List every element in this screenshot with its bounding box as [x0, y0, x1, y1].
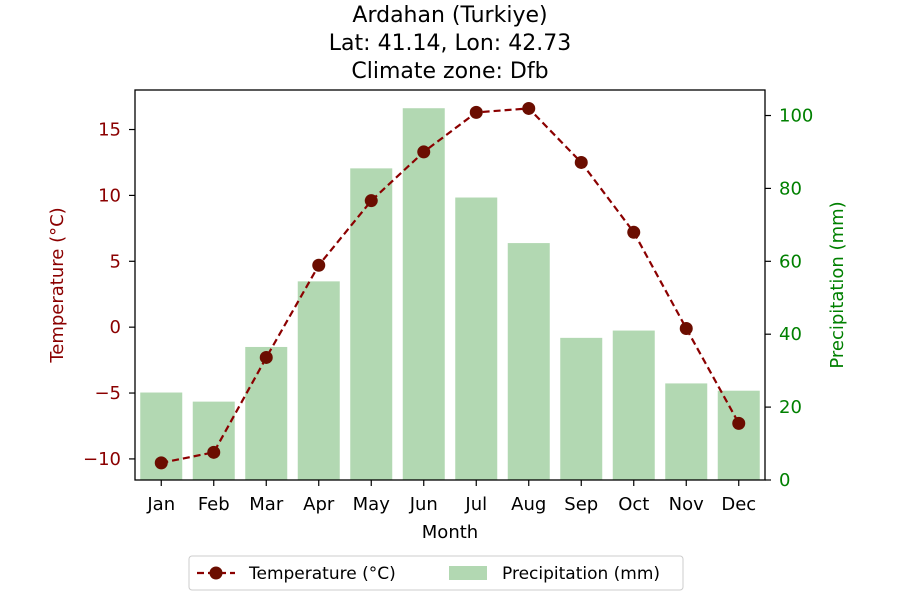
- precipitation-tick-label: 0: [779, 470, 790, 491]
- plot-frame: [134, 89, 766, 481]
- temperature-tick-label: −10: [83, 449, 121, 470]
- precipitation-bar-oct: [612, 330, 655, 480]
- legend-temperature-marker: [209, 566, 223, 580]
- temperature-point-nov: [679, 321, 693, 335]
- x-axis-label: Month: [422, 522, 478, 543]
- x-tick-label-mar: Mar: [249, 494, 284, 515]
- precipitation-bar-feb: [192, 401, 235, 480]
- chart-title-line-3: Climate zone: Dfb: [351, 59, 548, 84]
- x-tick-label-feb: Feb: [198, 494, 230, 515]
- chart-title-line-2: Lat: 41.14, Lon: 42.73: [329, 31, 571, 56]
- precipitation-tick-label: 80: [779, 178, 802, 199]
- x-tick-label-jun: Jun: [409, 494, 438, 515]
- temperature-point-dec: [732, 416, 746, 430]
- precipitation-tick-label: 20: [779, 397, 802, 418]
- temperature-tick-label: 5: [110, 251, 121, 272]
- precipitation-bar-nov: [665, 383, 708, 480]
- chart-title-line-1: Ardahan (Turkiye): [352, 3, 547, 28]
- legend-box: [188, 555, 684, 591]
- temperature-line: [161, 107, 740, 464]
- x-tick-label-apr: Apr: [303, 494, 335, 515]
- legend-precipitation-label: Precipitation (mm): [502, 564, 660, 584]
- x-tick-label-jul: Jul: [464, 494, 487, 515]
- precipitation-bar-jun: [402, 108, 445, 480]
- temperature-point-aug: [522, 101, 536, 115]
- temperature-axis: −10 −5 0 5 10 15: [83, 120, 135, 470]
- precipitation-bar-may: [350, 168, 393, 480]
- precipitation-tick-label: 100: [779, 106, 813, 127]
- x-tick-label-may: May: [353, 494, 391, 515]
- precipitation-bar-aug: [507, 243, 550, 480]
- x-tick-label-aug: Aug: [511, 494, 546, 515]
- x-tick-label-nov: Nov: [669, 494, 704, 515]
- precipitation-tick-label: 60: [779, 251, 802, 272]
- precipitation-bars: [140, 108, 760, 480]
- precipitation-axis-label: Precipitation (mm): [827, 201, 848, 368]
- temperature-point-jul: [469, 105, 483, 119]
- legend-temperature-label: Temperature (°C): [248, 564, 396, 584]
- temperature-point-jun: [417, 145, 431, 159]
- chart-title: Ardahan (Turkiye) Lat: 41.14, Lon: 42.73 C…: [329, 3, 571, 84]
- temperature-tick-label: 15: [98, 120, 121, 141]
- temperature-series: [154, 101, 746, 470]
- precipitation-axis: 0 20 40 60 80 100: [765, 106, 813, 491]
- precipitation-tick-label: 40: [779, 324, 802, 345]
- precipitation-bar-sep: [560, 337, 603, 480]
- temperature-point-jan: [154, 456, 168, 470]
- temperature-point-mar: [259, 350, 273, 364]
- temperature-point-feb: [207, 445, 221, 459]
- precipitation-bar-jul: [455, 197, 498, 480]
- x-tick-label-jan: Jan: [146, 494, 175, 515]
- x-axis: Jan Feb Mar Apr May Jun Jul Aug Sep Oct Nov Dec: [146, 480, 756, 515]
- temperature-axis-label: Temperature (°C): [47, 207, 68, 363]
- temperature-point-oct: [627, 225, 641, 239]
- legend-precipitation-swatch: [449, 566, 487, 580]
- x-tick-label-dec: Dec: [721, 494, 756, 515]
- precipitation-bar-dec: [717, 390, 760, 480]
- temperature-point-may: [364, 194, 378, 208]
- temperature-tick-label: 10: [98, 185, 121, 206]
- legend: Temperature (°C) Precipitation (mm): [188, 555, 684, 591]
- temperature-point-apr: [312, 258, 326, 272]
- x-tick-label-sep: Sep: [564, 494, 598, 515]
- temperature-tick-label: −5: [94, 383, 121, 404]
- precipitation-bar-mar: [245, 346, 288, 480]
- precipitation-bar-apr: [297, 281, 340, 480]
- temperature-tick-label: 0: [110, 317, 121, 338]
- x-tick-label-oct: Oct: [618, 494, 649, 515]
- temperature-point-sep: [574, 155, 588, 169]
